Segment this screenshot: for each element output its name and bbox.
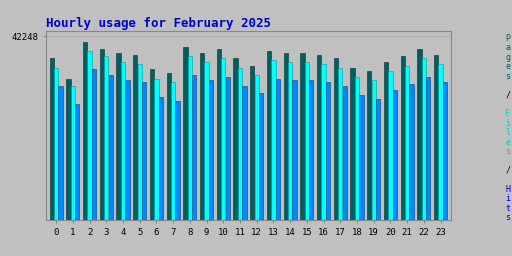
Bar <box>288 62 292 220</box>
Bar <box>192 75 197 220</box>
Text: /: / <box>505 166 510 175</box>
Bar <box>109 75 113 220</box>
Text: P: P <box>505 34 510 43</box>
Text: s: s <box>505 72 510 81</box>
Bar <box>104 57 109 220</box>
Bar <box>326 82 330 220</box>
Text: /: / <box>505 90 510 100</box>
Bar <box>125 80 130 220</box>
Bar <box>305 62 309 220</box>
Text: g: g <box>505 53 510 62</box>
Bar <box>259 93 263 220</box>
Bar <box>384 62 388 220</box>
Bar <box>334 58 338 220</box>
Bar <box>443 82 447 220</box>
Bar <box>393 90 397 220</box>
Bar <box>204 62 209 220</box>
Bar <box>238 68 242 220</box>
Bar <box>343 86 347 220</box>
Bar <box>92 69 96 220</box>
Text: e: e <box>505 138 510 147</box>
Bar <box>71 86 75 220</box>
Bar <box>434 55 438 220</box>
Bar <box>200 53 204 220</box>
Bar <box>400 57 405 220</box>
Bar <box>183 47 187 220</box>
Bar <box>250 66 254 220</box>
Bar <box>50 58 54 220</box>
Bar <box>54 68 58 220</box>
Bar <box>75 104 79 220</box>
Bar <box>209 80 213 220</box>
Bar <box>426 77 431 220</box>
Bar <box>376 99 380 220</box>
Text: Hourly usage for February 2025: Hourly usage for February 2025 <box>46 17 271 29</box>
Bar <box>159 97 163 220</box>
Bar <box>233 58 238 220</box>
Bar <box>166 73 171 220</box>
Text: F: F <box>505 109 510 118</box>
Text: s: s <box>505 213 510 222</box>
Text: s: s <box>505 147 510 156</box>
Bar <box>309 80 313 220</box>
Bar <box>187 57 192 220</box>
Text: i: i <box>505 194 510 203</box>
Bar <box>254 75 259 220</box>
Bar <box>405 66 409 220</box>
Bar <box>66 79 71 220</box>
Bar <box>410 84 414 220</box>
Text: l: l <box>505 128 510 137</box>
Bar <box>317 55 321 220</box>
Bar <box>417 49 421 220</box>
Bar <box>322 64 326 220</box>
Bar <box>100 49 104 220</box>
Bar <box>142 82 146 220</box>
Bar <box>338 68 343 220</box>
Text: i: i <box>505 119 510 128</box>
Bar <box>225 77 230 220</box>
Bar <box>359 95 364 220</box>
Bar <box>154 79 159 220</box>
Bar <box>242 86 247 220</box>
Bar <box>271 60 275 220</box>
Bar <box>88 51 92 220</box>
Text: e: e <box>505 62 510 71</box>
Text: a: a <box>505 43 510 52</box>
Bar <box>176 101 180 220</box>
Bar <box>133 55 137 220</box>
Bar <box>217 49 221 220</box>
Bar <box>372 80 376 220</box>
Bar <box>355 77 359 220</box>
Bar <box>121 62 125 220</box>
Bar <box>292 80 297 220</box>
Bar <box>221 58 225 220</box>
Bar <box>438 64 443 220</box>
Bar <box>267 51 271 220</box>
Bar <box>116 53 121 220</box>
Bar <box>275 79 280 220</box>
Bar <box>388 71 393 220</box>
Text: t: t <box>505 204 510 213</box>
Bar <box>83 42 87 220</box>
Text: H: H <box>505 185 510 194</box>
Bar <box>367 71 371 220</box>
Bar <box>58 86 62 220</box>
Bar <box>138 64 142 220</box>
Bar <box>171 82 175 220</box>
Bar <box>300 53 305 220</box>
Bar <box>284 53 288 220</box>
Bar <box>350 68 355 220</box>
Bar <box>150 69 154 220</box>
Bar <box>422 58 426 220</box>
